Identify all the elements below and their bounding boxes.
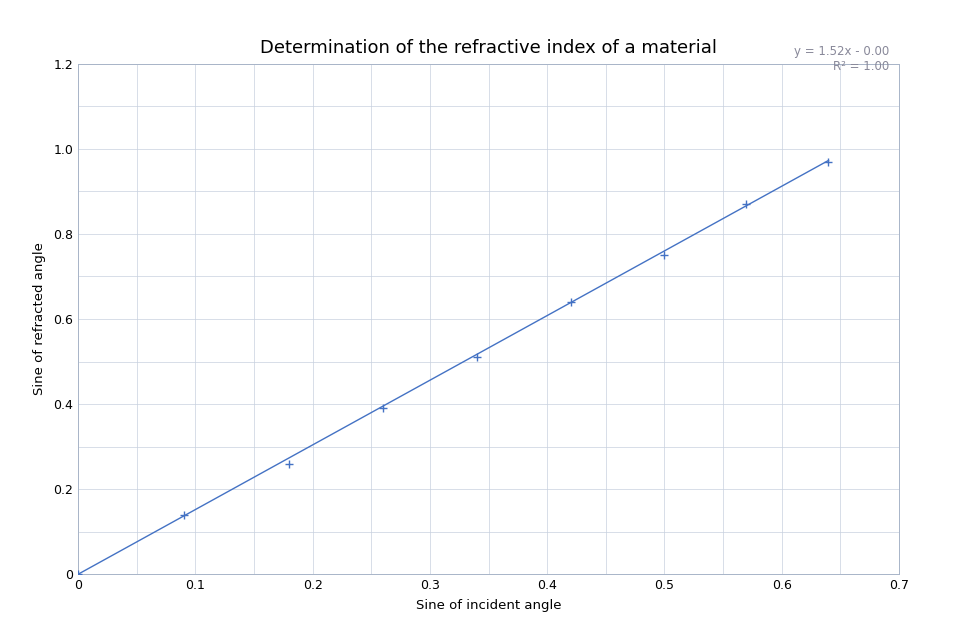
Title: Determination of the refractive index of a material: Determination of the refractive index of… <box>260 39 717 57</box>
Text: y = 1.52x - 0.00
R² = 1.00: y = 1.52x - 0.00 R² = 1.00 <box>794 45 889 73</box>
X-axis label: Sine of incident angle: Sine of incident angle <box>416 599 561 612</box>
Y-axis label: Sine of refracted angle: Sine of refracted angle <box>33 242 46 396</box>
